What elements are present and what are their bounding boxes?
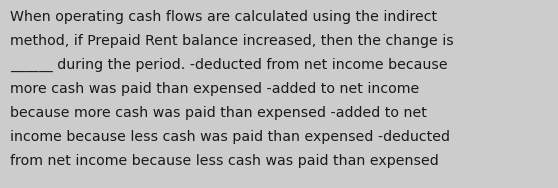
Text: more cash was paid than expensed -added to net income: more cash was paid than expensed -added … xyxy=(10,82,419,96)
Text: method, if Prepaid Rent balance increased, then the change is: method, if Prepaid Rent balance increase… xyxy=(10,34,454,48)
Text: because more cash was paid than expensed -added to net: because more cash was paid than expensed… xyxy=(10,106,427,120)
Text: When operating cash flows are calculated using the indirect: When operating cash flows are calculated… xyxy=(10,10,437,24)
Text: ______ during the period. -deducted from net income because: ______ during the period. -deducted from… xyxy=(10,58,448,72)
Text: from net income because less cash was paid than expensed: from net income because less cash was pa… xyxy=(10,154,439,168)
Text: income because less cash was paid than expensed -deducted: income because less cash was paid than e… xyxy=(10,130,450,144)
